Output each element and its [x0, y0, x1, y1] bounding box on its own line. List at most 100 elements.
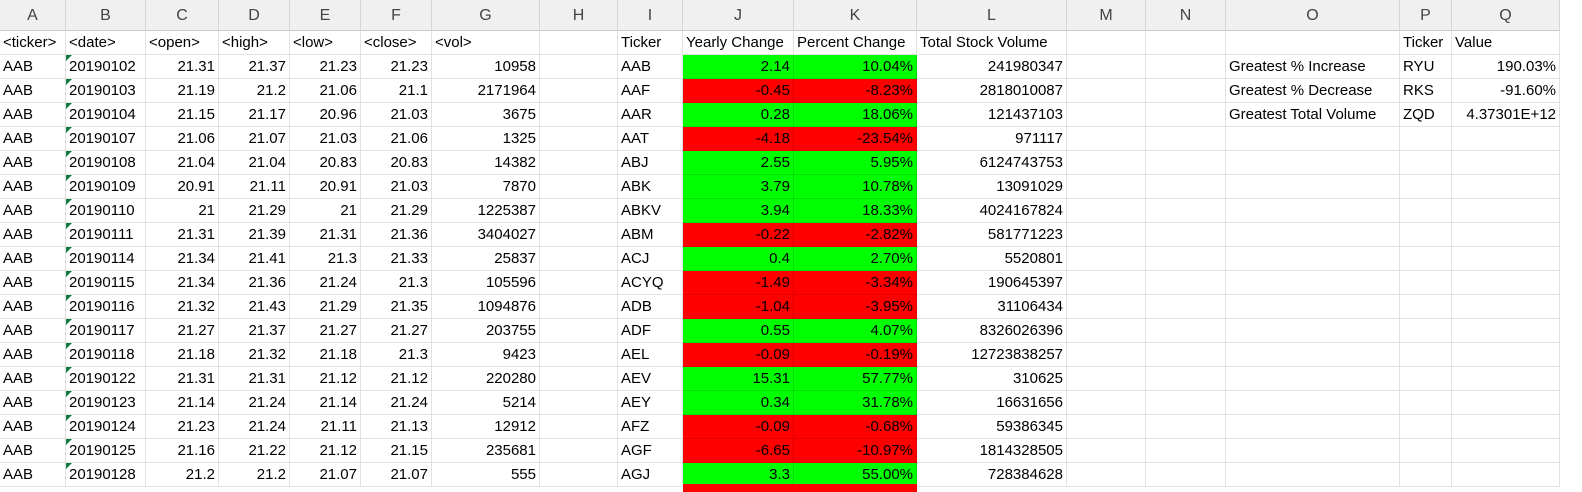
cell-summary-ticker[interactable]: ABM [618, 223, 683, 247]
cell-m[interactable] [1067, 391, 1146, 415]
cell-close[interactable]: 21.35 [361, 295, 432, 319]
cell-greatest-value[interactable] [1452, 463, 1560, 487]
cell-greatest-value[interactable] [1452, 127, 1560, 151]
column-header-i[interactable]: I [618, 0, 683, 31]
column-header-q[interactable]: Q [1452, 0, 1560, 31]
cell-total-volume[interactable]: 1814328505 [917, 439, 1067, 463]
cell-n[interactable] [1146, 391, 1226, 415]
cell-total-volume[interactable]: 8326026396 [917, 319, 1067, 343]
cell-high[interactable]: 21.2 [219, 463, 290, 487]
cell-high[interactable]: 21.24 [219, 391, 290, 415]
cell-summary-ticker[interactable]: AAT [618, 127, 683, 151]
header-cell-m[interactable] [1067, 31, 1146, 55]
header-cell-greatest-ticker[interactable]: Ticker [1400, 31, 1452, 55]
cell-greatest-label[interactable] [1226, 391, 1400, 415]
cell-n[interactable] [1146, 343, 1226, 367]
cell-greatest-label[interactable] [1226, 439, 1400, 463]
cell-summary-ticker[interactable]: AGF [618, 439, 683, 463]
header-cell-vol[interactable]: <vol> [432, 31, 540, 55]
cell-n[interactable] [1146, 415, 1226, 439]
column-header-n[interactable]: N [1146, 0, 1226, 31]
cell-high[interactable]: 21.37 [219, 319, 290, 343]
cell-vol[interactable]: 3404027 [432, 223, 540, 247]
cell-m[interactable] [1067, 367, 1146, 391]
cell-yearly-change[interactable]: -0.09 [683, 343, 794, 367]
cell-greatest-ticker[interactable] [1400, 223, 1452, 247]
cell-percent-change[interactable]: -0.19% [794, 343, 917, 367]
cell-total-volume[interactable]: 5520801 [917, 247, 1067, 271]
cell-yearly-change[interactable]: -1.04 [683, 295, 794, 319]
cell-vol[interactable]: 3675 [432, 103, 540, 127]
cell-yearly-change[interactable]: 15.31 [683, 367, 794, 391]
cell-summary-ticker[interactable]: ABKV [618, 199, 683, 223]
cell-total-volume[interactable]: 581771223 [917, 223, 1067, 247]
cell-total-volume[interactable]: 31106434 [917, 295, 1067, 319]
cell-n[interactable] [1146, 103, 1226, 127]
column-header-a[interactable]: A [0, 0, 66, 31]
cell-date[interactable]: 20190114 [66, 247, 146, 271]
cell-h[interactable] [540, 391, 618, 415]
cell-summary-ticker[interactable]: AEV [618, 367, 683, 391]
cell-h[interactable] [540, 199, 618, 223]
cell-high[interactable]: 21.39 [219, 223, 290, 247]
header-cell-greatest-value[interactable]: Value [1452, 31, 1560, 55]
cell-total-volume[interactable]: 971117 [917, 127, 1067, 151]
cell-low[interactable]: 20.83 [290, 151, 361, 175]
column-header-d[interactable]: D [219, 0, 290, 31]
cell-n[interactable] [1146, 295, 1226, 319]
cell-greatest-label[interactable] [1226, 343, 1400, 367]
cell-n[interactable] [1146, 247, 1226, 271]
cell-close[interactable]: 21.29 [361, 199, 432, 223]
cell-summary-ticker[interactable]: ACJ [618, 247, 683, 271]
cell-ticker[interactable]: AAB [0, 367, 66, 391]
cell-summary-ticker[interactable]: AEY [618, 391, 683, 415]
cell-close[interactable]: 21.07 [361, 463, 432, 487]
cell-low[interactable]: 21.29 [290, 295, 361, 319]
cell-low[interactable]: 20.96 [290, 103, 361, 127]
cell-yearly-change[interactable]: -0.45 [683, 79, 794, 103]
cell-vol[interactable]: 1325 [432, 127, 540, 151]
cell-low[interactable]: 21.06 [290, 79, 361, 103]
cell-n[interactable] [1146, 175, 1226, 199]
cell-total-volume[interactable]: 12723838257 [917, 343, 1067, 367]
cell-m[interactable] [1067, 271, 1146, 295]
cell-date[interactable]: 20190104 [66, 103, 146, 127]
cell-total-volume[interactable]: 241980347 [917, 55, 1067, 79]
cell-high[interactable]: 21.22 [219, 439, 290, 463]
cell-ticker[interactable]: AAB [0, 175, 66, 199]
cell-greatest-ticker[interactable] [1400, 295, 1452, 319]
cell-vol[interactable]: 1094876 [432, 295, 540, 319]
cell-yearly-change[interactable]: -0.09 [683, 415, 794, 439]
cell-greatest-label[interactable] [1226, 415, 1400, 439]
cell-open[interactable]: 21.15 [146, 103, 219, 127]
cell-yearly-change[interactable]: 0.28 [683, 103, 794, 127]
column-header-e[interactable]: E [290, 0, 361, 31]
cell-low[interactable]: 21.23 [290, 55, 361, 79]
cell-summary-ticker[interactable]: ABK [618, 175, 683, 199]
cell-ticker[interactable]: AAB [0, 415, 66, 439]
cell-date[interactable]: 20190128 [66, 463, 146, 487]
cell-h[interactable] [540, 415, 618, 439]
cell-summary-ticker[interactable]: ABJ [618, 151, 683, 175]
column-header-p[interactable]: P [1400, 0, 1452, 31]
cell-low[interactable]: 21.07 [290, 463, 361, 487]
cell-yearly-change[interactable]: -0.22 [683, 223, 794, 247]
cell-greatest-value[interactable] [1452, 439, 1560, 463]
cell-summary-ticker[interactable]: ACYQ [618, 271, 683, 295]
cell-yearly-change[interactable]: 3.79 [683, 175, 794, 199]
cell-date[interactable]: 20190117 [66, 319, 146, 343]
cell-low[interactable]: 21.14 [290, 391, 361, 415]
cell-percent-change[interactable]: -2.82% [794, 223, 917, 247]
cell-low[interactable]: 21.3 [290, 247, 361, 271]
cell-date[interactable]: 20190124 [66, 415, 146, 439]
header-cell-summary-ticker[interactable]: Ticker [618, 31, 683, 55]
cell-high[interactable]: 21.36 [219, 271, 290, 295]
cell-high[interactable]: 21.31 [219, 367, 290, 391]
cell-vol[interactable]: 9423 [432, 343, 540, 367]
cell-date[interactable]: 20190123 [66, 391, 146, 415]
cell-close[interactable]: 21.13 [361, 415, 432, 439]
cell-percent-change[interactable]: -8.23% [794, 79, 917, 103]
cell-greatest-value[interactable] [1452, 247, 1560, 271]
cell-yearly-change[interactable]: 3.94 [683, 199, 794, 223]
cell-h[interactable] [540, 223, 618, 247]
